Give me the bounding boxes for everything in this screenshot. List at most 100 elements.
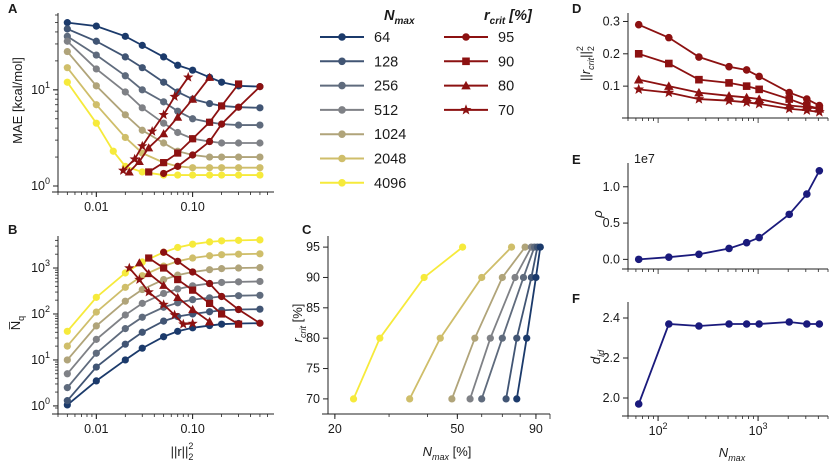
tspan: 10 xyxy=(31,307,45,321)
tspan: 10 xyxy=(31,353,45,367)
legend-label-r95: 95 xyxy=(498,30,514,46)
panel-letter-A: A xyxy=(8,1,18,16)
data-point-80 xyxy=(159,280,169,289)
data-point-95 xyxy=(234,305,243,314)
data-point-64 xyxy=(121,356,129,364)
data-point-256 xyxy=(256,291,264,299)
data-point-4096 xyxy=(92,119,100,127)
data-point-64 xyxy=(138,41,146,49)
tspan: 90 xyxy=(306,270,320,284)
data-point-512 xyxy=(160,289,168,298)
data-point-95 xyxy=(205,137,214,146)
tspan: 0.10 xyxy=(180,422,204,436)
data-point-256 xyxy=(63,384,71,392)
data-point-70 xyxy=(187,318,198,328)
tspan: 2 xyxy=(663,421,668,431)
data-point-256 xyxy=(519,273,528,282)
tspan: N xyxy=(423,444,433,459)
y-tick-label: 0.5 xyxy=(603,216,620,230)
data-point-512 xyxy=(174,128,182,137)
data-point-1024 xyxy=(256,153,264,161)
data-point-95 xyxy=(174,162,182,170)
tspan: 2 xyxy=(188,452,193,462)
data-point-70 xyxy=(158,109,169,120)
data-point-70 xyxy=(801,104,813,115)
data-point-256 xyxy=(138,313,146,321)
data-point-512 xyxy=(234,139,243,147)
tspan: 2.2 xyxy=(603,351,620,365)
tspan: max xyxy=(394,16,414,27)
tspan: 50 xyxy=(450,422,464,436)
tspan: max xyxy=(432,452,450,462)
tspan: crit xyxy=(298,326,308,338)
data-point-4096 xyxy=(109,147,117,155)
data-point-90 xyxy=(145,168,153,176)
legend-label-2048: 2048 xyxy=(374,152,406,168)
tspan: r xyxy=(290,337,305,342)
data-point-95 xyxy=(256,319,264,327)
series-line-did xyxy=(637,321,820,405)
data-point-rho xyxy=(725,244,733,253)
tspan: crit xyxy=(490,16,506,27)
data-point-95 xyxy=(218,292,226,301)
legend-marker-2048 xyxy=(338,154,346,163)
data-point-64 xyxy=(532,273,540,282)
data-point-80 xyxy=(633,74,644,84)
offset-label: 1e7 xyxy=(634,152,655,166)
data-point-90 xyxy=(234,80,243,88)
panel-letter-E: E xyxy=(572,152,581,167)
data-point-2048 xyxy=(478,273,486,282)
legend-marker-r95 xyxy=(462,33,470,41)
y-tick-label: 0.2 xyxy=(603,47,620,61)
series-line-256 xyxy=(480,246,536,400)
tspan: 90 xyxy=(529,422,543,436)
data-point-64 xyxy=(218,320,226,328)
data-point-rho xyxy=(803,190,811,198)
legend-marker-r70 xyxy=(460,104,472,115)
tspan: 3 xyxy=(45,258,50,268)
data-point-4096 xyxy=(63,78,71,86)
tspan: 10 xyxy=(31,179,45,193)
data-point-64 xyxy=(218,78,226,86)
data-point-4096 xyxy=(205,171,214,179)
data-point-128 xyxy=(256,305,264,313)
data-point-256 xyxy=(498,334,506,342)
tspan: 2.4 xyxy=(603,311,620,325)
data-point-256 xyxy=(121,325,129,333)
data-point-95 xyxy=(755,72,763,81)
data-point-80 xyxy=(124,167,134,176)
data-point-90 xyxy=(174,275,182,284)
data-point-64 xyxy=(536,243,544,251)
data-point-did xyxy=(665,320,673,328)
data-point-2048 xyxy=(63,342,71,350)
series-line-512 xyxy=(469,246,533,400)
tspan: 1.0 xyxy=(603,180,620,194)
data-point-95 xyxy=(160,169,168,178)
data-point-80 xyxy=(205,72,215,81)
data-point-128 xyxy=(160,317,168,325)
tspan: 75 xyxy=(306,362,320,376)
data-point-80 xyxy=(205,317,215,326)
data-point-256 xyxy=(121,72,129,80)
data-point-4096 xyxy=(234,236,243,244)
data-point-1024 xyxy=(160,275,168,284)
legend-marker-r90 xyxy=(462,57,470,66)
series-line-2048 xyxy=(408,246,513,400)
data-point-512 xyxy=(466,395,474,403)
y-tick-label: 103 xyxy=(31,258,50,275)
data-point-512 xyxy=(218,278,226,287)
data-point-2048 xyxy=(507,243,516,251)
x-tick-label: 102 xyxy=(649,421,668,438)
data-point-95 xyxy=(218,120,226,128)
data-point-2048 xyxy=(256,164,264,172)
tspan: 0 xyxy=(45,176,50,186)
tspan: 0.1 xyxy=(603,79,620,93)
data-point-95 xyxy=(174,257,182,265)
legend-label-512: 512 xyxy=(374,103,398,119)
data-point-256 xyxy=(234,292,243,300)
data-point-512 xyxy=(174,285,182,293)
legend-label-128: 128 xyxy=(374,54,398,70)
data-point-64 xyxy=(523,334,531,342)
